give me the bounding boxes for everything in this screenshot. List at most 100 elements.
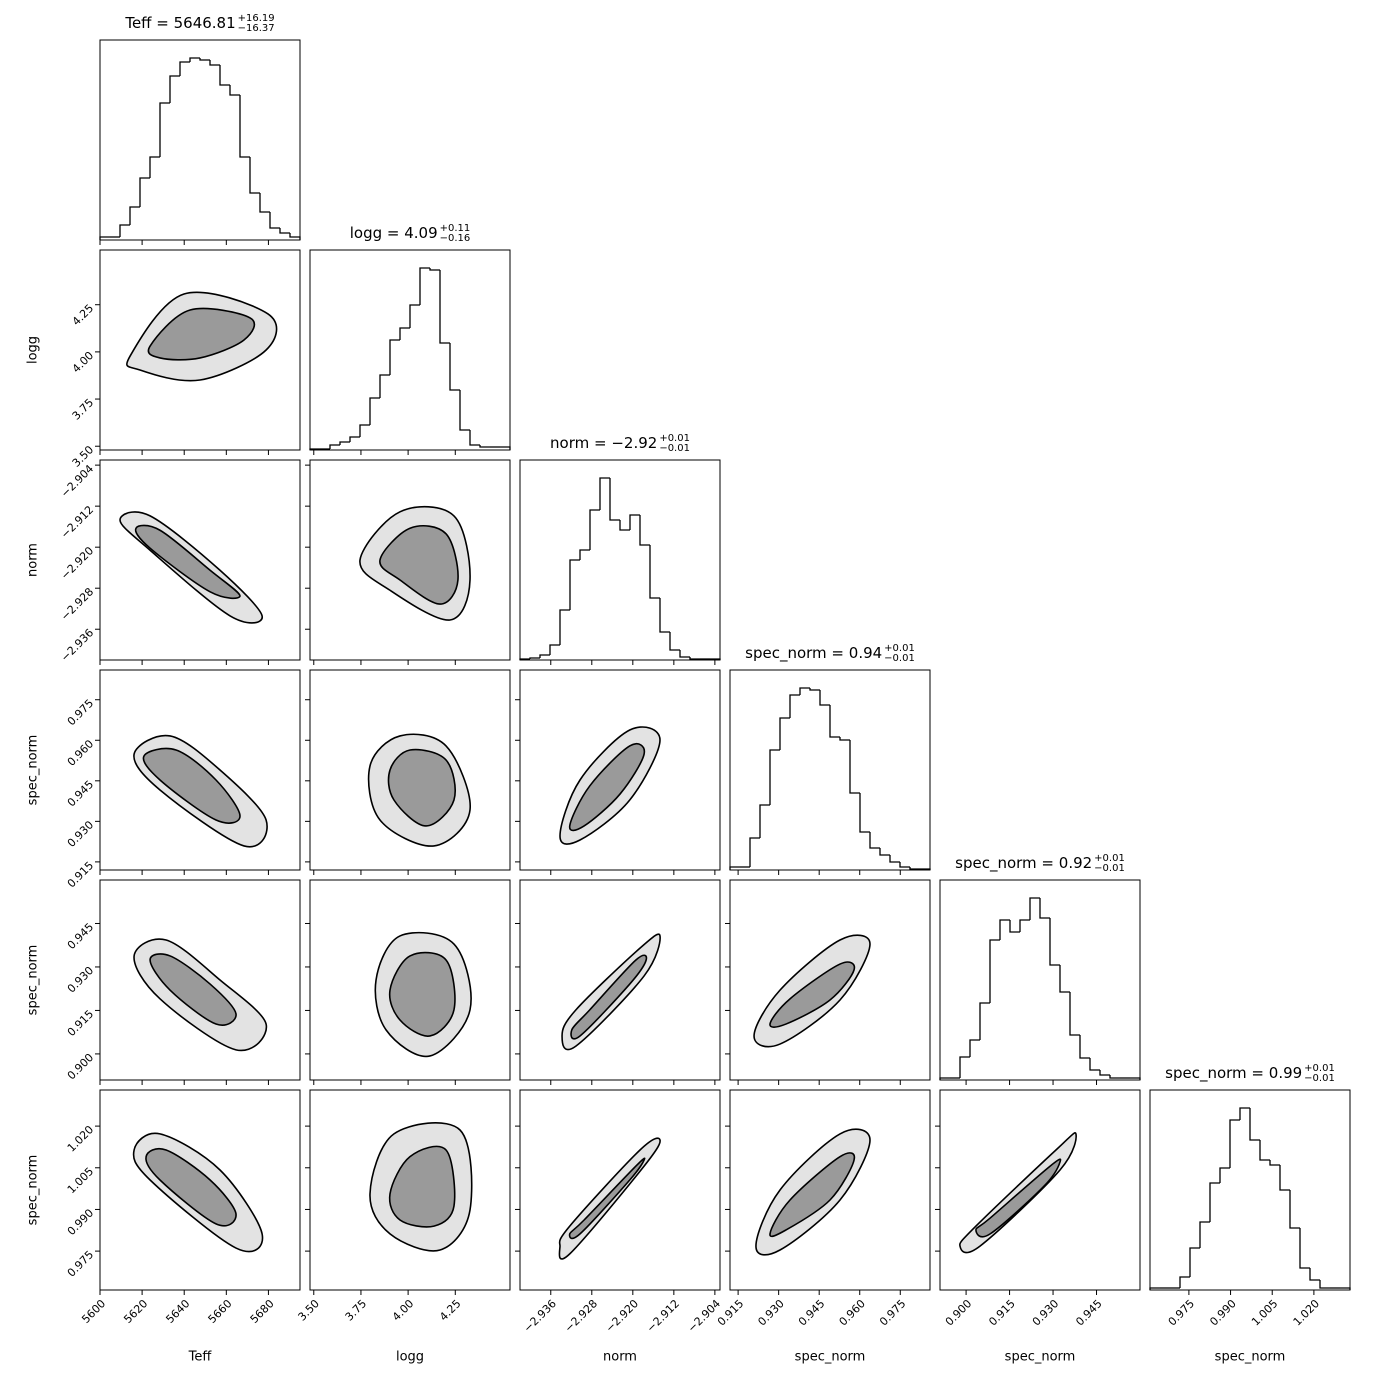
histogram-bin — [899, 862, 910, 868]
histogram-bin — [179, 61, 190, 76]
y-tick-label: 4.25 — [70, 302, 97, 329]
histogram-bin — [779, 717, 790, 750]
histogram-bin — [579, 549, 590, 560]
contour — [147, 307, 256, 361]
panel-frame — [99, 249, 301, 451]
histogram-bin — [1049, 918, 1060, 966]
histogram-bin — [969, 1039, 980, 1057]
contour — [568, 1157, 646, 1240]
title-lower: −16.37 — [238, 23, 275, 34]
histogram-bin — [1089, 1058, 1100, 1071]
histogram-bin — [529, 657, 540, 659]
panel-title: spec_norm = 0.99 — [1165, 1064, 1302, 1083]
x-tick-label: 0.915 — [986, 1297, 1017, 1328]
histogram-bin — [1239, 1107, 1250, 1120]
panel-title: logg = 4.09 — [350, 224, 438, 242]
histogram-bin — [1099, 1070, 1110, 1076]
panel-title: spec_norm = 0.92 — [955, 854, 1092, 873]
title-upper: +0.11 — [440, 223, 471, 234]
histogram-bin — [799, 687, 810, 695]
histogram-bin — [329, 444, 340, 449]
histogram-bin — [1199, 1221, 1210, 1248]
x-tick-label: 5620 — [121, 1297, 150, 1326]
histogram-bin — [959, 1056, 970, 1078]
histogram-bin — [199, 58, 210, 61]
histogram-bin — [449, 343, 460, 391]
histogram-bin — [1039, 898, 1050, 919]
x-tick-label: 5600 — [79, 1297, 108, 1326]
histogram-bin — [279, 228, 290, 234]
histogram-bin — [259, 193, 270, 213]
x-tick-label: 1.005 — [1249, 1297, 1280, 1328]
contour — [388, 951, 456, 1037]
histogram-bin — [139, 177, 150, 207]
histogram-bin — [459, 390, 470, 431]
panel-title: spec_norm = 0.94 — [745, 644, 882, 663]
y-tick-label: 0.930 — [65, 818, 96, 849]
x-tick-label: 0.945 — [1073, 1297, 1104, 1328]
panel-frame — [519, 459, 721, 661]
contour — [975, 1158, 1062, 1238]
x-tick-label: 0.990 — [1207, 1297, 1238, 1328]
panel-frame — [309, 669, 511, 871]
histogram-bin — [129, 206, 140, 225]
panel-frame — [309, 249, 511, 451]
histogram-bin — [839, 737, 850, 741]
contour — [769, 961, 856, 1028]
histogram-bin — [889, 855, 900, 863]
panel-frame — [99, 39, 301, 241]
x-tick-label: 0.960 — [837, 1297, 868, 1328]
histogram-bin — [759, 804, 770, 838]
histogram-bin — [1189, 1247, 1200, 1277]
x-tick-label: 0.930 — [755, 1297, 786, 1328]
histogram-bin — [659, 598, 670, 633]
histogram-bin — [569, 559, 580, 610]
histogram-bin — [979, 1002, 990, 1040]
x-tick-label: 4.00 — [390, 1297, 417, 1324]
x-tick-label: 5660 — [206, 1297, 235, 1326]
histogram-bin — [409, 304, 420, 328]
histogram-bin — [399, 327, 410, 340]
histogram-bin — [1209, 1182, 1220, 1222]
x-tick-label: 5640 — [163, 1297, 192, 1326]
y-tick-label: 3.75 — [70, 396, 97, 423]
histogram-bin — [859, 793, 870, 833]
x-tick-label: −2.920 — [603, 1297, 641, 1335]
histogram-bin — [1059, 965, 1070, 993]
y-axis-label: spec_norm — [26, 945, 41, 1016]
panel-frame — [309, 459, 511, 661]
panel-frame — [99, 459, 301, 661]
title-lower: −0.01 — [1094, 863, 1125, 874]
x-tick-label: 0.975 — [1166, 1297, 1197, 1328]
histogram-bin — [539, 654, 550, 658]
x-tick-label: 0.945 — [796, 1297, 827, 1328]
x-tick-label: 0.900 — [943, 1297, 974, 1328]
histogram-bin — [1019, 919, 1030, 932]
histogram-bin — [689, 657, 700, 660]
histogram-bin — [419, 267, 430, 305]
histogram-bin — [1259, 1140, 1270, 1161]
panel-frame — [519, 669, 721, 871]
histogram-bin — [369, 397, 380, 425]
panel-frame — [729, 879, 931, 1081]
histogram-bin — [819, 690, 830, 706]
histogram-bin — [149, 156, 160, 178]
contour — [149, 953, 237, 1026]
panel-frame — [519, 879, 721, 1081]
histogram-bin — [869, 832, 880, 849]
y-tick-label: −2.920 — [58, 544, 96, 582]
title-upper: +0.01 — [884, 643, 915, 654]
x-tick-label: 0.915 — [715, 1297, 746, 1328]
x-axis-label: norm — [603, 1350, 637, 1365]
histogram-bin — [559, 609, 570, 645]
histogram-bin — [1279, 1165, 1290, 1191]
histogram-bin — [239, 95, 250, 158]
histogram-bin — [549, 644, 560, 655]
title-upper: +0.01 — [1094, 853, 1125, 864]
contour — [142, 747, 241, 824]
histogram-bin — [999, 919, 1010, 940]
histogram-bin — [849, 740, 860, 794]
histogram-bin — [229, 85, 240, 96]
histogram-bin — [159, 102, 170, 157]
